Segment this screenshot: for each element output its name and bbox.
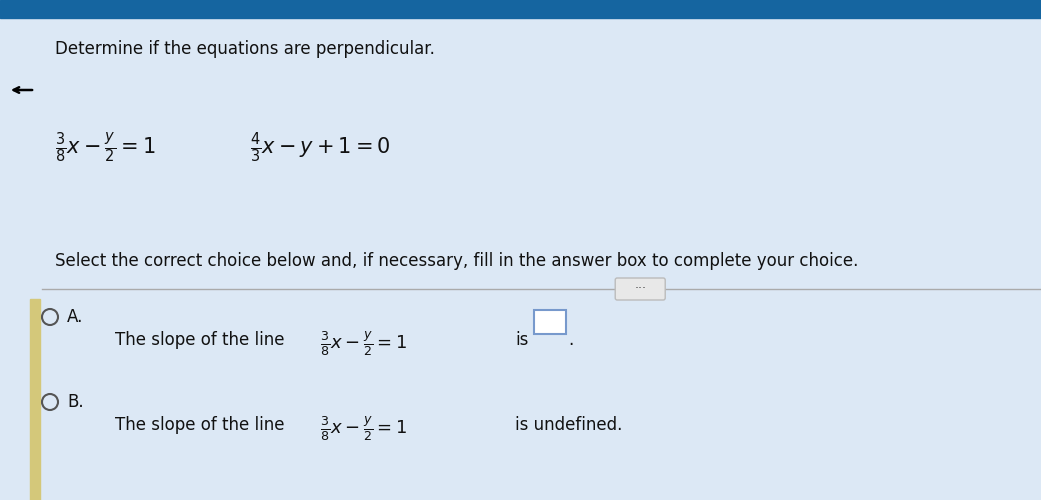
Text: Select the correct choice below and, if necessary, fill in the answer box to com: Select the correct choice below and, if … [55, 252, 859, 270]
FancyBboxPatch shape [534, 310, 566, 334]
Text: B.: B. [67, 393, 83, 411]
Text: $\frac{3}{8}x - \frac{y}{2} = 1$: $\frac{3}{8}x - \frac{y}{2} = 1$ [55, 130, 156, 164]
Text: Determine if the equations are perpendicular.: Determine if the equations are perpendic… [55, 40, 435, 58]
Text: .: . [568, 331, 574, 349]
Text: A.: A. [67, 308, 83, 326]
Text: ···: ··· [634, 282, 646, 296]
Text: The slope of the line: The slope of the line [115, 416, 284, 434]
Text: The slope of the line: The slope of the line [115, 331, 284, 349]
Text: $\frac{3}{8}x - \frac{y}{2} = 1$: $\frac{3}{8}x - \frac{y}{2} = 1$ [320, 329, 407, 358]
Text: is: is [515, 331, 529, 349]
Text: $\frac{4}{3}x - y + 1 = 0$: $\frac{4}{3}x - y + 1 = 0$ [250, 130, 390, 164]
Bar [0, 0, 1041, 18]
Text: $\frac{3}{8}x - \frac{y}{2} = 1$: $\frac{3}{8}x - \frac{y}{2} = 1$ [320, 414, 407, 442]
Text: is undefined.: is undefined. [515, 416, 623, 434]
Bar [30, 299, 40, 500]
FancyBboxPatch shape [615, 278, 665, 300]
